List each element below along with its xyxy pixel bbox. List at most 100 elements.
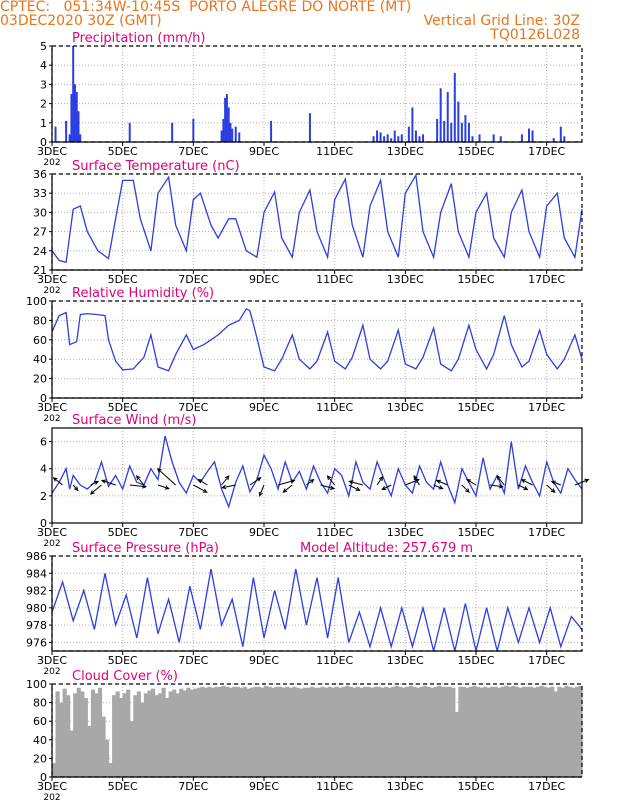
wind-arrow <box>376 476 383 486</box>
panel3-frame <box>51 300 583 399</box>
panel5-ytick-label: 980 <box>26 602 47 615</box>
panel3-xtick-label: 13DEC <box>387 401 424 414</box>
cloud-bar <box>150 688 156 777</box>
cloud-bar <box>221 685 226 777</box>
panel6-year-label: 202 <box>43 793 60 800</box>
cloud-bar <box>377 686 382 777</box>
wind-arrow <box>101 480 116 486</box>
panel4-xtick-label: 7DEC <box>178 526 208 539</box>
cloud-bar <box>147 690 152 777</box>
wind-arrowhead <box>89 490 95 495</box>
cloud-bar <box>207 686 212 777</box>
cloud-bar <box>175 693 180 777</box>
precip-bar <box>68 134 71 142</box>
wind-arrowhead <box>355 486 361 491</box>
cloud-bar <box>324 687 329 777</box>
wind-arrow <box>413 475 420 486</box>
cloud-bar <box>228 687 233 777</box>
cloud-bar <box>543 686 548 777</box>
cloud-bar <box>143 693 148 777</box>
wind-arrow <box>496 475 505 486</box>
wind-arrowhead <box>435 479 441 484</box>
cloud-bar <box>292 686 297 777</box>
cloud-bar <box>225 686 230 777</box>
cloud-bar <box>525 686 530 777</box>
panel2-title: Surface Temperature (nC) <box>72 159 240 174</box>
precip-bar <box>225 94 228 142</box>
precip-bar <box>492 134 495 142</box>
wind-arrow <box>282 484 293 493</box>
panel6-xtick-label: 11DEC <box>316 780 353 793</box>
panel5-ytick-label: 982 <box>26 585 47 598</box>
wind-arrowhead <box>550 488 556 493</box>
precip-bar <box>77 111 80 142</box>
wind-arrow <box>466 479 477 486</box>
cloud-bar <box>550 686 555 777</box>
cloud-bar <box>437 685 442 777</box>
panel1-xtick-label: 9DEC <box>249 145 279 158</box>
wind-arrow <box>521 479 533 486</box>
panel4-xtick-label: 9DEC <box>249 526 279 539</box>
wind-arrowhead <box>52 477 58 482</box>
wind-arrowhead <box>256 477 262 482</box>
cloud-bar <box>256 686 262 777</box>
precip-bar <box>54 126 57 142</box>
cloud-bar <box>309 686 315 777</box>
cloud-bar <box>203 687 209 777</box>
panel2-xtick-label: 5DEC <box>108 273 138 286</box>
cloud-bar <box>179 688 184 777</box>
cloud-bar <box>62 688 67 777</box>
cloud-bar <box>355 686 360 777</box>
panel6-ytick-label: 100 <box>26 678 47 691</box>
panel1-ytick-label: 3 <box>40 78 47 91</box>
precip-bar <box>227 107 230 142</box>
precip-bar <box>443 120 446 142</box>
wind-arrow <box>221 475 230 486</box>
precip-bar <box>128 122 131 142</box>
cloud-bar <box>214 686 219 777</box>
cloud-bar <box>472 685 477 777</box>
precip-bar <box>171 122 174 142</box>
cloud-bar <box>486 687 491 777</box>
cloud-bar <box>115 691 120 777</box>
precip-bar <box>467 122 470 142</box>
panel5-xtick-label: 7DEC <box>178 654 208 667</box>
wind-arrow <box>348 484 360 491</box>
precip-bar <box>531 130 534 142</box>
wind-arrowhead <box>221 484 227 490</box>
wind-arrowhead <box>381 485 387 491</box>
cloud-bar <box>560 687 565 777</box>
cloud-bar <box>405 686 410 777</box>
wind-arrowhead <box>73 486 79 492</box>
panel5-ytick-label: 986 <box>26 550 47 563</box>
cloud-bar <box>553 691 558 777</box>
cloud-bar <box>313 687 318 777</box>
panel5-ytick-label: 978 <box>26 619 47 632</box>
cloud-bar <box>564 685 569 777</box>
cloud-bar <box>546 687 551 777</box>
model-altitude-label: Model Altitude: 257.679 m <box>300 541 473 556</box>
panel6-ytick-label: 60 <box>33 715 47 728</box>
cloud-bar <box>514 686 519 777</box>
cloud-bar <box>415 687 421 777</box>
header-line1: CPTEC: 051:34W-10:45S PORTO ALEGRE DO NO… <box>0 0 412 15</box>
cloud-bar <box>532 687 537 777</box>
precip-bar <box>407 126 410 142</box>
precip-bar <box>457 101 460 142</box>
cloud-bar <box>327 686 332 777</box>
cloud-bar <box>370 687 375 777</box>
wind-arrowhead <box>94 480 100 485</box>
panel6-xtick-label: 3DEC <box>37 780 67 793</box>
panel5-title: Surface Pressure (hPa) <box>72 541 219 556</box>
panel1-title: Precipitation (mm/h) <box>72 31 205 46</box>
panel5-ytick-label: 976 <box>26 636 47 649</box>
precip-bar <box>238 132 241 142</box>
cloud-bar <box>345 685 350 777</box>
cloud-bar <box>73 693 78 777</box>
cloud-bar <box>105 739 110 777</box>
panel5-xtick-label: 9DEC <box>249 654 279 667</box>
wind-arrow <box>222 484 236 489</box>
panel2-frame <box>51 173 583 271</box>
precip-bar <box>411 107 414 142</box>
cloud-bar <box>158 693 163 777</box>
